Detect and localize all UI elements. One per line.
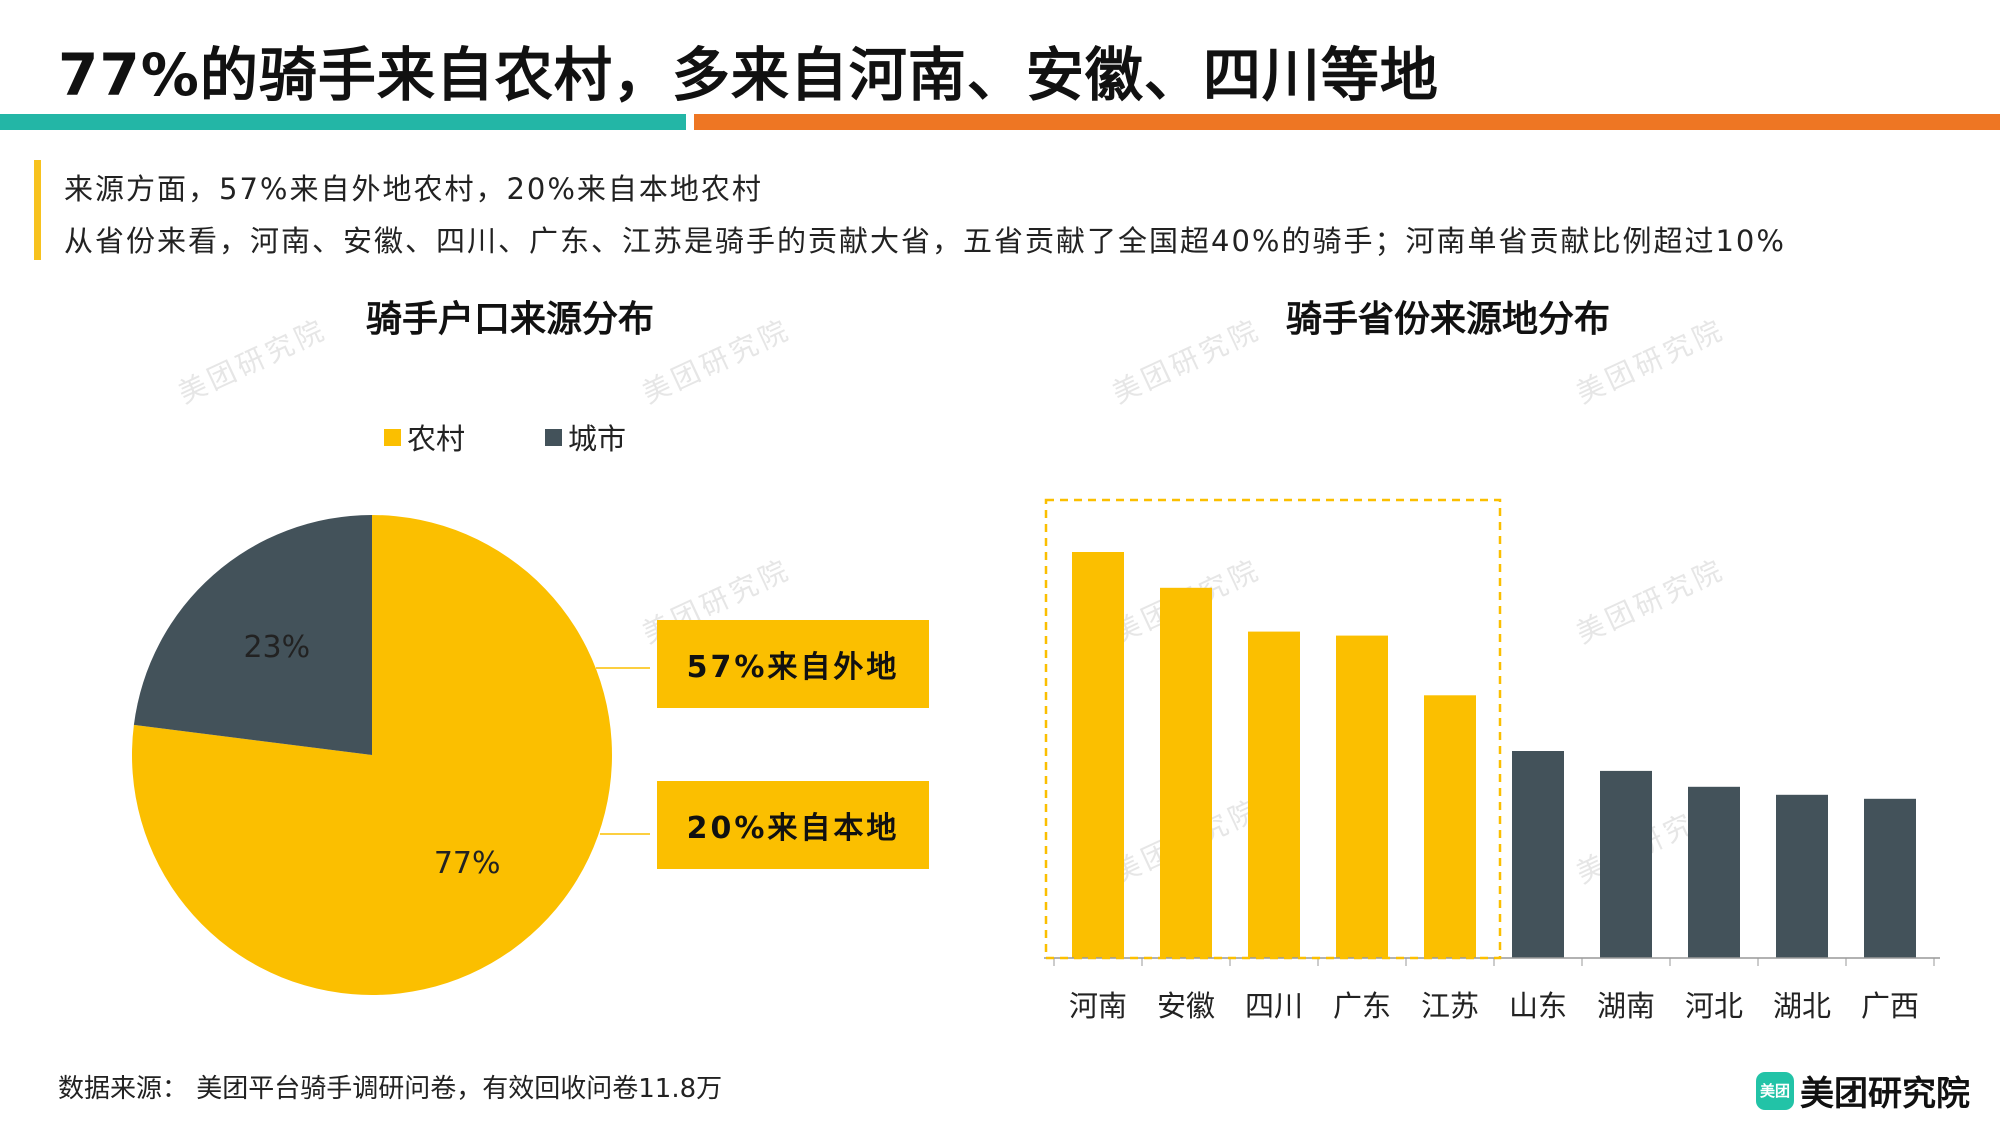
callout-local: 20%来自本地 (657, 781, 929, 869)
brand-name: 美团研究院 (1800, 1074, 1970, 1114)
pie-slice-0 (131, 515, 612, 995)
page-title: 77%的骑手来自农村，多来自河南、安徽、四川等地 (58, 41, 1439, 109)
bar-category-label-2: 四川 (1245, 989, 1303, 1023)
bar-3 (1336, 635, 1388, 958)
legend-item-rural: 农村 (384, 416, 465, 458)
bar-1 (1160, 587, 1212, 958)
bar-category-label-6: 湖南 (1597, 989, 1655, 1023)
bar-category-label-9: 广西 (1861, 989, 1919, 1023)
bar-category-label-3: 广东 (1333, 989, 1391, 1023)
note-line-1: 来源方面，57%来自外地农村，20%来自本地农村 (64, 172, 763, 206)
note-accent-bar (34, 160, 41, 260)
bar-9 (1864, 798, 1916, 958)
bar-chart-title: 骑手省份来源地分布 (1286, 299, 1611, 340)
bar-category-label-0: 河南 (1069, 989, 1127, 1023)
brand-icon: 美团 (1756, 1071, 1794, 1110)
bar-5 (1512, 751, 1564, 958)
bar-category-label-4: 江苏 (1421, 989, 1479, 1023)
pie-slice-label-0: 77% (434, 846, 501, 881)
title-underline-orange (694, 114, 2000, 130)
bar-4 (1424, 695, 1476, 958)
legend-swatch-rural (384, 428, 401, 446)
legend-label-urban: 城市 (568, 422, 627, 456)
legend-swatch-urban (545, 428, 563, 446)
note-line-2: 从省份来看，河南、安徽、四川、广东、江苏是骑手的贡献大省，五省贡献了全国超40%… (64, 224, 1786, 258)
brand-logo: 美团 美团研究院 (1756, 1066, 1970, 1115)
legend-item-urban: 城市 (545, 416, 626, 458)
bar-2 (1248, 631, 1300, 958)
callout-nonlocal: 57%来自外地 (657, 620, 929, 708)
title-underline-teal (0, 114, 686, 130)
highlight-dashed-box (1044, 498, 1502, 960)
pie-slice-1 (133, 515, 372, 755)
pie-legend: 农村 城市 (384, 416, 626, 458)
bar-6 (1600, 770, 1652, 958)
data-source-note: 数据来源： 美团平台骑手调研问卷，有效回收问卷11.8万 (58, 1074, 723, 1104)
bar-category-label-8: 湖北 (1773, 989, 1831, 1023)
pie-chart-title: 骑手户口来源分布 (366, 299, 655, 340)
bar-7 (1688, 786, 1740, 958)
bar-category-label-1: 安徽 (1157, 989, 1215, 1023)
legend-label-rural: 农村 (407, 422, 466, 456)
pie-slice-label-1: 23% (243, 630, 310, 665)
bar-category-label-5: 山东 (1509, 989, 1567, 1023)
bar-8 (1776, 794, 1828, 958)
bar-0 (1072, 552, 1124, 958)
bar-category-label-7: 河北 (1685, 989, 1743, 1023)
